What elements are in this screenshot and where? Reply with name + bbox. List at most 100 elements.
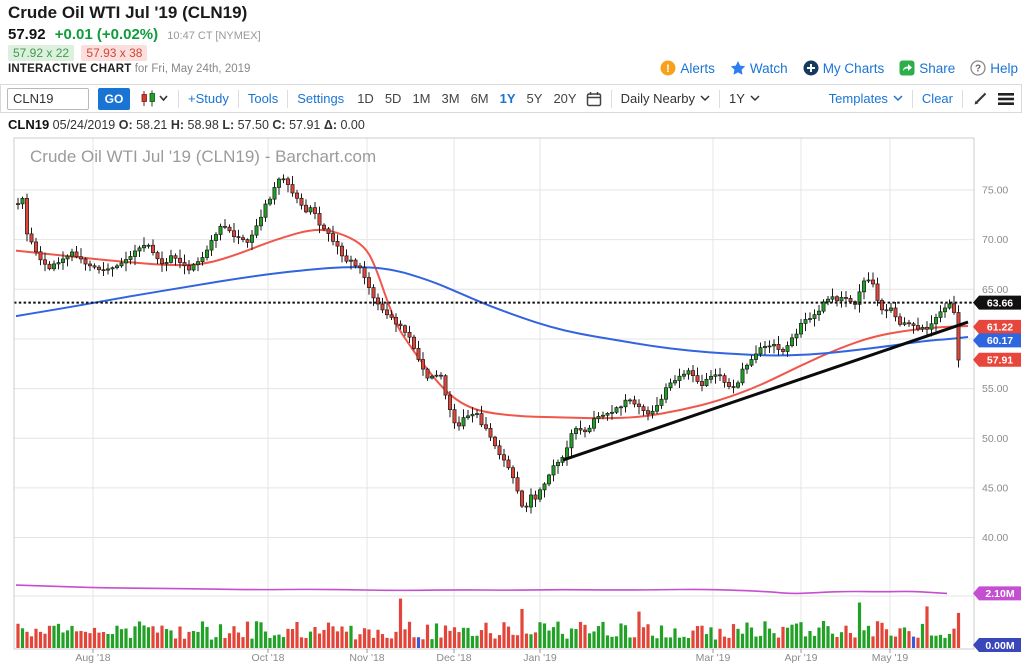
tools-button[interactable]: Tools xyxy=(247,91,279,106)
candlestick-type-icon xyxy=(141,90,168,107)
range-1d[interactable]: 1D xyxy=(357,91,374,106)
plus-circle-icon xyxy=(803,60,819,76)
svg-text:!: ! xyxy=(667,63,671,75)
range-3m[interactable]: 3M xyxy=(441,91,460,106)
hamburger-icon xyxy=(998,92,1014,105)
lookback-dropdown[interactable]: 1Y xyxy=(729,91,760,106)
calendar-icon xyxy=(586,91,601,106)
ohlc-date: 05/24/2019 xyxy=(52,118,116,132)
svg-text:60.17: 60.17 xyxy=(987,335,1013,347)
svg-text:70.00: 70.00 xyxy=(982,234,1008,246)
svg-text:65.00: 65.00 xyxy=(982,284,1008,296)
chevron-down-icon xyxy=(750,95,760,102)
bid-ask: 57.92 x 22 57.93 x 38 xyxy=(8,45,151,61)
star-icon xyxy=(730,61,746,75)
svg-text:55.00: 55.00 xyxy=(982,383,1008,395)
templates-label: Templates xyxy=(828,91,888,106)
chart-canvas[interactable]: Crude Oil WTI Jul '19 (CLN19) - Barchart… xyxy=(0,136,1024,665)
toolbar-separator xyxy=(237,89,239,108)
svg-text:45.00: 45.00 xyxy=(982,482,1008,494)
price-tag: 60.17 xyxy=(973,333,1021,348)
ohlc-close: 57.91 xyxy=(289,118,321,132)
svg-text:63.66: 63.66 xyxy=(987,297,1013,309)
clear-button[interactable]: Clear xyxy=(921,91,953,106)
svg-text:61.22: 61.22 xyxy=(987,322,1013,334)
my-charts-label: My Charts xyxy=(822,60,885,76)
templates-dropdown[interactable]: Templates xyxy=(829,91,903,106)
quote-summary: 57.92 +0.01 (+0.02%) 10:47 CT [NYMEX] xyxy=(8,26,261,43)
svg-text:?: ? xyxy=(975,64,981,75)
share-icon xyxy=(899,60,915,76)
my-charts-link[interactable]: My Charts xyxy=(803,60,885,76)
chart-area[interactable]: Crude Oil WTI Jul '19 (CLN19) - Barchart… xyxy=(0,136,1024,665)
range-1y[interactable]: 1Y xyxy=(499,91,516,106)
ohlc-symbol: CLN19 xyxy=(8,117,50,132)
watch-link[interactable]: Watch xyxy=(730,60,788,76)
plot-border xyxy=(13,137,975,650)
alerts-label: Alerts xyxy=(680,60,715,76)
moving-average-lines xyxy=(15,228,969,420)
svg-text:Apr '19: Apr '19 xyxy=(785,652,818,664)
last-price: 57.92 xyxy=(8,26,46,43)
annotate-button[interactable] xyxy=(972,91,988,107)
pencil-icon xyxy=(974,92,987,104)
help-link[interactable]: ? Help xyxy=(970,60,1018,76)
ask-size: 57.93 x 38 xyxy=(81,45,148,61)
chevron-down-icon xyxy=(700,95,710,102)
svg-text:75.00: 75.00 xyxy=(982,185,1008,197)
ohlc-low: 57.50 xyxy=(237,118,269,132)
price-tag: 61.22 xyxy=(973,319,1021,334)
svg-text:Oct '18: Oct '18 xyxy=(252,652,285,664)
bid-size: 57.92 x 22 xyxy=(8,45,75,61)
price-tag: 57.91 xyxy=(973,352,1021,367)
volume-bars xyxy=(16,598,961,648)
interactive-chart-label: INTERACTIVE CHART xyxy=(8,63,132,75)
toolbar-separator xyxy=(962,89,963,108)
range-5d[interactable]: 5D xyxy=(384,91,402,106)
toolbar-separator xyxy=(911,89,913,108)
range-1m[interactable]: 1M xyxy=(412,91,431,106)
svg-text:57.91: 57.91 xyxy=(987,355,1013,367)
chart-watermark: Crude Oil WTI Jul '19 (CLN19) - Barchart… xyxy=(30,147,376,166)
add-study-button[interactable]: +Study xyxy=(188,91,229,106)
page-title: Crude Oil WTI Jul '19 (CLN19) xyxy=(8,3,248,22)
range-20y[interactable]: 20Y xyxy=(553,91,577,106)
help-label: Help xyxy=(990,60,1018,76)
gridlines xyxy=(14,138,974,649)
date-range-button[interactable] xyxy=(586,91,602,107)
svg-text:Aug '18: Aug '18 xyxy=(75,652,110,664)
price-tag: 2.10M xyxy=(973,586,1021,601)
candlesticks xyxy=(16,174,961,514)
price-axis-labels: 75.00 70.00 65.00 55.00 50.00 45.00 40.00 xyxy=(982,185,1008,545)
alerts-link[interactable]: ! Alerts xyxy=(660,60,715,76)
settings-button[interactable]: Settings xyxy=(297,91,345,106)
range-buttons: 1D 5D 1M 3M 6M 1Y 5Y 20Y xyxy=(357,91,576,106)
price-tag: 63.66 xyxy=(973,295,1021,310)
svg-text:May '19: May '19 xyxy=(872,652,909,664)
svg-text:40.00: 40.00 xyxy=(982,532,1008,544)
frequency-dropdown[interactable]: Daily Nearby xyxy=(621,91,710,106)
price-change: +0.01 (+0.02%) xyxy=(54,26,159,43)
ohlc-delta: 0.00 xyxy=(340,118,365,132)
share-label: Share xyxy=(919,60,956,76)
interactive-chart-caption: INTERACTIVE CHART for Fri, May 24th, 201… xyxy=(8,63,250,75)
ohlc-high: 58.98 xyxy=(187,118,219,132)
share-link[interactable]: Share xyxy=(899,60,955,76)
toolbar-separator xyxy=(287,89,289,108)
trendline[interactable] xyxy=(562,320,969,462)
chart-type-selector[interactable] xyxy=(139,90,169,107)
quote-time: 10:47 CT [NYMEX] xyxy=(167,30,261,42)
svg-text:Jan '19: Jan '19 xyxy=(523,652,557,664)
ohlc-open: 58.21 xyxy=(136,118,168,132)
range-6m[interactable]: 6M xyxy=(470,91,489,106)
alert-icon: ! xyxy=(660,60,676,76)
range-5y[interactable]: 5Y xyxy=(526,91,543,106)
svg-text:50.00: 50.00 xyxy=(982,433,1008,445)
symbol-input[interactable] xyxy=(7,87,89,110)
menu-button[interactable] xyxy=(997,92,1015,106)
chart-toolbar: GO +Study Tools Settings 1D 5D 1M 3M 6M … xyxy=(0,84,1022,113)
go-button[interactable]: GO xyxy=(98,87,130,110)
time-axis-labels: Aug '18 Oct '18 Nov '18 Dec '18 Jan '19 Mar '… xyxy=(75,649,908,664)
price-tag: 0.00M xyxy=(973,638,1021,652)
